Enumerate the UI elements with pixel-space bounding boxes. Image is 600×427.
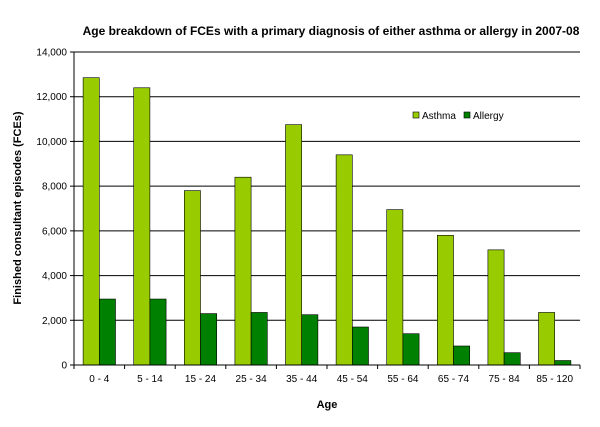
bars [82,77,572,366]
x-tick-label: 5 - 14 [137,374,163,385]
x-tick-label: 25 - 34 [236,374,268,385]
bar-asthma [82,77,100,366]
x-tick-label: 35 - 44 [286,374,318,385]
bar-allergy [99,298,116,366]
bar-asthma [386,209,404,366]
y-tick-label: 6,000 [42,226,67,237]
y-axis-label: Finished consultant episodes (FCEs) [12,111,24,304]
bar-asthma [437,235,454,366]
bar-asthma [234,176,252,366]
bar-allergy [250,312,268,366]
bar-allergy [301,314,319,366]
bar-asthma [538,312,555,366]
x-tick-label: 55 - 64 [387,374,419,385]
x-tick-label: 75 - 84 [489,374,521,385]
bar-allergy [351,326,369,366]
x-tick-label: 85 - 120 [536,374,573,385]
bar-allergy [402,333,420,366]
bar-asthma [487,249,505,366]
legend-label-allergy: Allergy [473,111,504,122]
y-axis-ticks: 0 2,000 4,000 6,000 8,000 10,000 12,000 14,000 [36,48,74,372]
x-tick-label: 0 - 4 [89,374,109,385]
legend-label-asthma: Asthma [422,111,456,122]
y-tick-label: 12,000 [36,92,67,103]
y-tick-label: 8,000 [42,182,67,193]
x-tick-label: 65 - 74 [438,374,470,385]
bar-asthma [184,190,201,366]
bar-allergy [200,313,217,366]
bar-allergy [149,298,167,366]
x-axis-ticks: 0 - 4 5 - 14 15 - 24 25 - 34 35 - 44 45 - 54 5… [73,365,581,385]
x-tick-label: 45 - 54 [337,374,369,385]
legend-swatch-allergy [463,111,471,119]
x-axis-label: Age [317,399,338,411]
y-tick-label: 14,000 [36,48,67,59]
legend: Asthma Allergy [412,111,504,122]
y-tick-label: 0 [61,361,67,372]
chart-title: Age breakdown of FCEs with a primary dia… [83,24,580,38]
bar-allergy [554,360,572,366]
bar-asthma [285,124,302,366]
x-tick-label: 15 - 24 [185,374,217,385]
legend-swatch-asthma [412,111,420,119]
bar-allergy [503,352,521,366]
gridlines [74,51,580,321]
bar-allergy [453,345,470,366]
bar-asthma [133,87,151,366]
y-tick-label: 2,000 [42,316,67,327]
bar-asthma [335,154,353,366]
y-tick-label: 10,000 [36,137,67,148]
y-tick-label: 4,000 [42,271,67,282]
